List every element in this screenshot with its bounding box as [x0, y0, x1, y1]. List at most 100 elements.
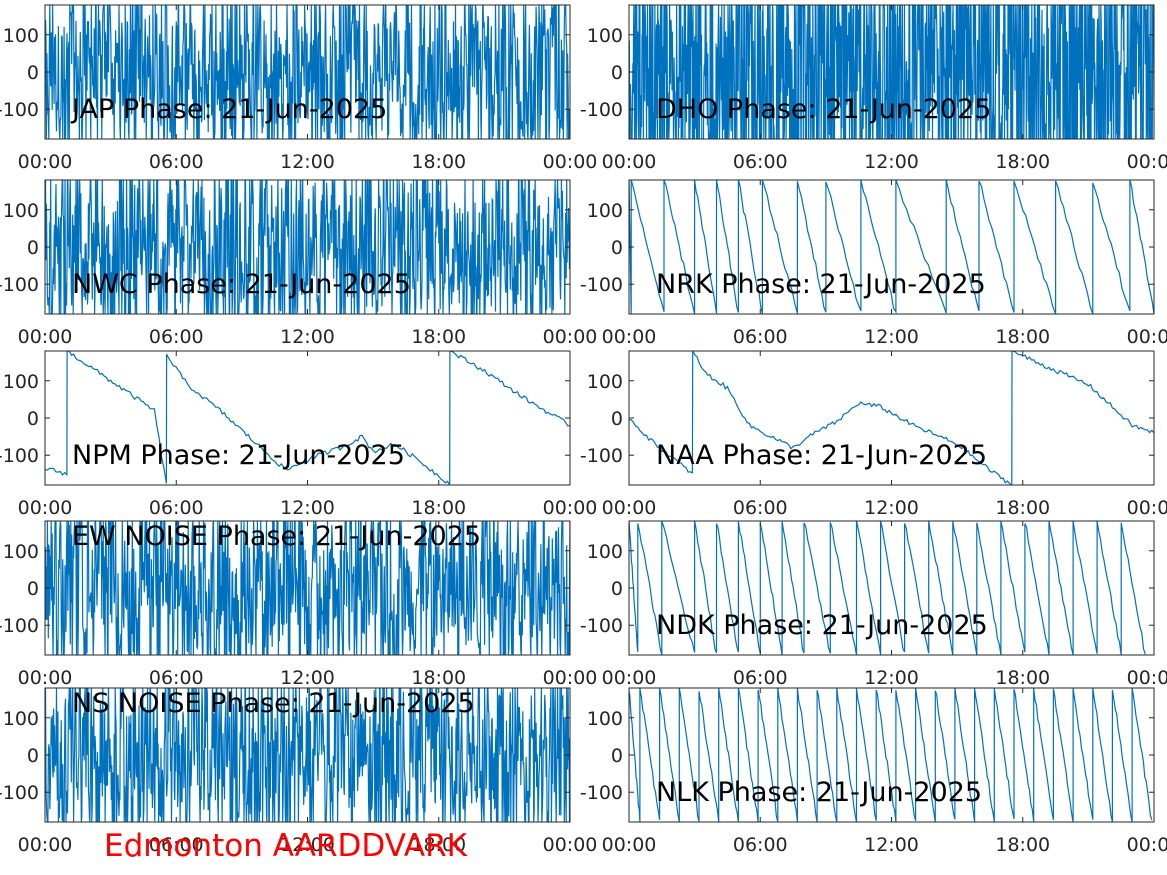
y-tick-label: 100 [587, 200, 623, 222]
x-tick-label: 06:00 [733, 497, 788, 519]
y-tick-label: -100 [580, 615, 623, 637]
x-tick-label: 00:00 [543, 326, 598, 348]
x-tick-label: 00:00 [602, 834, 657, 856]
x-tick-label: 12:00 [864, 326, 919, 348]
y-tick-label: 100 [3, 25, 39, 47]
series-line-nwc [45, 180, 570, 314]
panel-title: NLK Phase: 21-Jun-2025 [656, 777, 982, 808]
x-tick-label: 18:00 [411, 834, 466, 856]
panel-title: NWC Phase: 21-Jun-2025 [72, 269, 411, 300]
x-tick-label: 00:00 [543, 151, 598, 173]
y-tick-label: 100 [587, 541, 623, 563]
x-tick-label: 00:00 [543, 834, 598, 856]
y-tick-label: -100 [0, 274, 39, 296]
station-label: Edmonton AARDDVARK [104, 828, 468, 864]
panel-title: NDK Phase: 21-Jun-2025 [656, 610, 988, 641]
x-tick-label: 18:00 [995, 667, 1050, 689]
y-tick-label: -100 [0, 615, 39, 637]
x-tick-label: 00:00 [1127, 497, 1167, 519]
x-tick-label: 06:00 [149, 151, 204, 173]
x-tick-label: 12:00 [280, 151, 335, 173]
y-tick-label: 100 [587, 371, 623, 393]
y-tick-label: 0 [611, 237, 623, 259]
y-tick-label: 0 [27, 578, 39, 600]
series-line-ew-noise [45, 521, 570, 655]
y-tick-label: 0 [611, 408, 623, 430]
y-tick-label: 0 [611, 578, 623, 600]
x-tick-label: 06:00 [149, 667, 204, 689]
x-tick-label: 06:00 [733, 326, 788, 348]
panel-title: NPM Phase: 21-Jun-2025 [72, 440, 405, 471]
panel-title: EW NOISE Phase: 21-Jun-2025 [72, 521, 481, 552]
x-tick-label: 06:00 [733, 834, 788, 856]
x-tick-label: 00:00 [18, 497, 73, 519]
y-tick-label: 100 [3, 708, 39, 730]
y-tick-label: -100 [580, 274, 623, 296]
y-tick-label: 0 [611, 62, 623, 84]
x-tick-label: 00:00 [18, 667, 73, 689]
x-tick-label: 06:00 [149, 497, 204, 519]
y-tick-label: -100 [0, 99, 39, 121]
panel-nwc: -100 0 100 00:00 06:00 12:00 18:00 00:00 NWC Pha… [0, 179, 598, 348]
y-tick-label: -100 [0, 445, 39, 467]
y-tick-label: 0 [27, 408, 39, 430]
panel-ndk: -100 0 100 00:00 06:00 12:00 18:00 00:00 NDK Pha… [580, 520, 1167, 689]
panel-naa: -100 0 100 00:00 06:00 12:00 18:00 00:00 NAA Pha… [580, 350, 1167, 519]
y-tick-label: 0 [27, 237, 39, 259]
x-tick-label: 18:00 [411, 326, 466, 348]
x-tick-label: 00:00 [602, 326, 657, 348]
y-tick-label: 100 [3, 541, 39, 563]
series-line-npm [45, 351, 570, 485]
panel-title: NS NOISE Phase: 21-Jun-2025 [72, 688, 475, 719]
panel-title: JAP Phase: 21-Jun-2025 [70, 94, 387, 125]
x-tick-label: 12:00 [280, 834, 335, 856]
panel-jap: -100 0 100 00:00 06:00 12:00 18:00 00:00 JAP Pha… [0, 4, 598, 173]
y-tick-label: -100 [580, 445, 623, 467]
series-line-ndk [629, 521, 1146, 655]
series-line-naa [629, 351, 1154, 485]
y-tick-label: -100 [580, 782, 623, 804]
x-tick-label: 00:00 [18, 151, 73, 173]
x-tick-label: 06:00 [733, 667, 788, 689]
x-tick-label: 00:00 [1127, 667, 1167, 689]
x-tick-label: 12:00 [864, 151, 919, 173]
panel-dho: -100 0 100 00:00 06:00 12:00 18:00 00:00 DHO Pha… [580, 4, 1167, 173]
panel-nrk: -100 0 100 00:00 06:00 12:00 18:00 00:00 NRK Pha… [580, 179, 1167, 348]
x-tick-label: 00:00 [1127, 326, 1167, 348]
x-tick-label: 12:00 [864, 497, 919, 519]
series-line-jap [45, 5, 570, 139]
x-tick-label: 00:00 [543, 497, 598, 519]
x-tick-label: 12:00 [864, 667, 919, 689]
series-line-nlk [629, 688, 1153, 822]
y-tick-label: 100 [587, 25, 623, 47]
panel-ew-noise: -100 0 100 00:00 06:00 12:00 18:00 00:00 EW NOIS… [0, 520, 597, 689]
panel-ns-noise: -100 0 100 00:00 06:00 12:00 18:00 00:00 NS NOIS… [0, 687, 598, 856]
y-tick-label: 0 [611, 745, 623, 767]
x-tick-label: 12:00 [864, 834, 919, 856]
y-tick-label: 100 [3, 200, 39, 222]
x-tick-label: 12:00 [280, 497, 335, 519]
x-tick-label: 12:00 [280, 326, 335, 348]
y-tick-label: 100 [3, 371, 39, 393]
x-tick-label: 00:00 [1127, 151, 1167, 173]
y-tick-label: -100 [0, 782, 39, 804]
x-tick-label: 12:00 [280, 667, 335, 689]
x-tick-label: 06:00 [149, 834, 204, 856]
x-tick-label: 00:00 [602, 151, 657, 173]
x-tick-label: 18:00 [995, 834, 1050, 856]
x-tick-label: 00:00 [1127, 834, 1167, 856]
x-tick-label: 06:00 [733, 151, 788, 173]
series-line-dho [629, 5, 1154, 139]
x-tick-label: 00:00 [18, 834, 73, 856]
x-tick-label: 06:00 [149, 326, 204, 348]
x-tick-label: 00:00 [602, 667, 657, 689]
x-tick-label: 18:00 [995, 151, 1050, 173]
x-tick-label: 00:00 [602, 497, 657, 519]
y-tick-label: 100 [587, 708, 623, 730]
x-tick-label: 00:00 [18, 326, 73, 348]
x-tick-label: 18:00 [411, 667, 466, 689]
y-tick-label: -100 [580, 99, 623, 121]
series-line-ns-noise [45, 688, 570, 822]
panel-title: NAA Phase: 21-Jun-2025 [656, 440, 987, 471]
